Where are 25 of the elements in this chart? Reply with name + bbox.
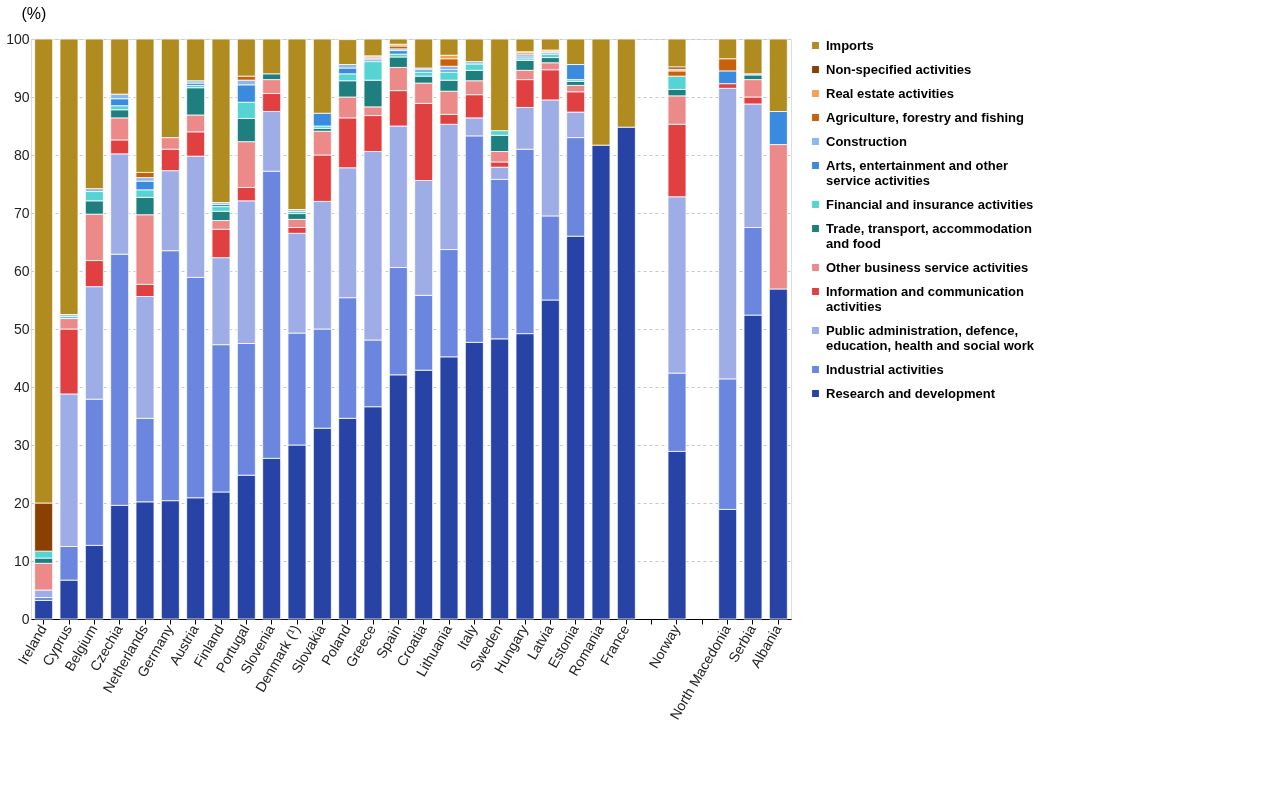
y-tick-label: 70 <box>13 204 30 221</box>
legend-label: Non-specified activities <box>826 61 972 77</box>
legend-label: Real estate activities <box>826 85 954 101</box>
y-tick-label: 80 <box>13 146 30 163</box>
y-tick-label: 30 <box>13 436 30 453</box>
y-tick-label: 100 <box>6 30 30 47</box>
y-tick-label: 50 <box>13 320 30 337</box>
legend-label: Arts, entertainment and other service activities <box>826 157 1009 188</box>
y-tick-label: 40 <box>13 378 30 395</box>
legend-label: Imports <box>826 37 874 53</box>
legend-label: Public administration, defence, education, health and social work <box>826 322 1035 353</box>
legend-label: Agriculture, forestry and fishing <box>826 109 1024 125</box>
legend-label: Research and development <box>826 385 996 401</box>
y-axis-title: (%) <box>21 4 47 22</box>
legend-label: Trade, transport, accommodation and food <box>826 220 1032 251</box>
legend-label: Other business service activities <box>826 259 1029 275</box>
y-tick-label: 10 <box>13 552 30 569</box>
y-tick-label: 0 <box>21 610 30 627</box>
legend-label: Information and communication activities <box>826 283 1024 314</box>
y-tick-label: 90 <box>13 88 30 105</box>
legend-label: Industrial activities <box>826 361 944 377</box>
legend-label: Construction <box>826 133 907 149</box>
y-tick-label: 60 <box>13 262 30 279</box>
y-tick-label: 20 <box>13 494 30 511</box>
legend-label: Financial and insurance activities <box>826 196 1034 212</box>
